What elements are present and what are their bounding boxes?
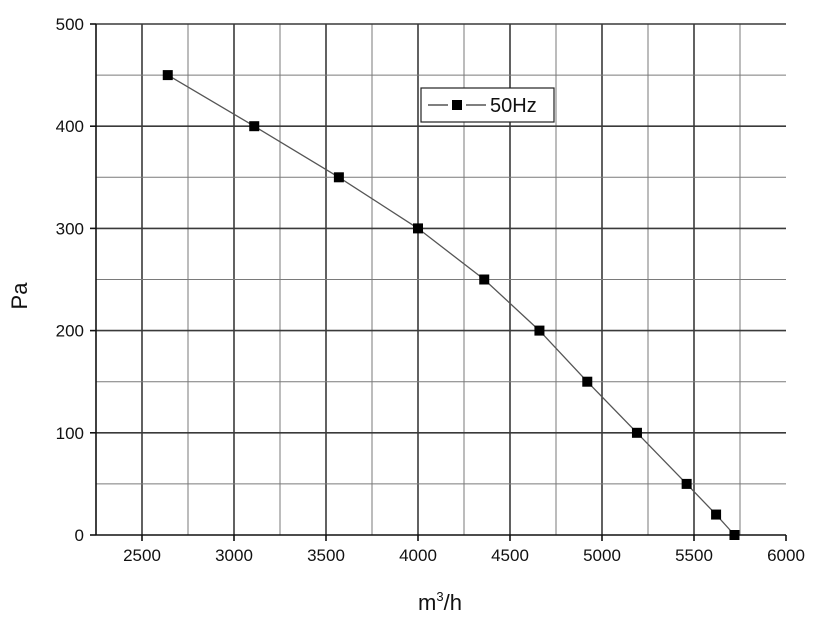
data-point bbox=[631, 427, 642, 438]
legend-marker bbox=[452, 100, 462, 110]
y-tick-label: 500 bbox=[56, 15, 84, 34]
y-tick-label: 400 bbox=[56, 117, 84, 136]
y-tick-label: 100 bbox=[56, 424, 84, 443]
x-tick-label: 4000 bbox=[399, 546, 437, 565]
data-point bbox=[534, 325, 545, 336]
x-tick-label: 5000 bbox=[583, 546, 621, 565]
y-tick-label: 200 bbox=[56, 322, 84, 341]
axes bbox=[95, 24, 786, 536]
x-tick-label: 3500 bbox=[307, 546, 345, 565]
x-tick-label: 4500 bbox=[491, 546, 529, 565]
data-point bbox=[249, 121, 260, 132]
x-tick-label: 5500 bbox=[675, 546, 713, 565]
data-point bbox=[681, 478, 692, 489]
data-point bbox=[729, 530, 740, 540]
y-axis-title: Pa bbox=[7, 282, 32, 310]
y-tick-label: 0 bbox=[75, 526, 84, 545]
data-point bbox=[162, 70, 173, 81]
data-point bbox=[582, 376, 593, 387]
data-point bbox=[711, 509, 722, 520]
x-axis-title-suffix: /h bbox=[444, 590, 462, 615]
x-tick-label: 6000 bbox=[767, 546, 805, 565]
series-line bbox=[167, 74, 735, 536]
tick-labels: 0 100 200 300 400 500 2500 3000 3500 4000 4500 5000… bbox=[56, 15, 805, 565]
grid bbox=[96, 23, 786, 535]
legend-label: 50Hz bbox=[490, 95, 537, 117]
x-axis-title-base: m bbox=[418, 590, 436, 615]
series-layer bbox=[162, 70, 740, 540]
x-tick-label: 3000 bbox=[215, 546, 253, 565]
x-tick-label: 2500 bbox=[123, 546, 161, 565]
x-axis-title-superscript: 3 bbox=[436, 589, 443, 604]
data-point bbox=[413, 223, 423, 234]
y-tick-label: 300 bbox=[56, 219, 84, 238]
x-axis-title: m3/h bbox=[418, 589, 462, 615]
data-point bbox=[333, 172, 344, 183]
data-point bbox=[479, 274, 490, 285]
legend: 50Hz bbox=[420, 87, 555, 123]
